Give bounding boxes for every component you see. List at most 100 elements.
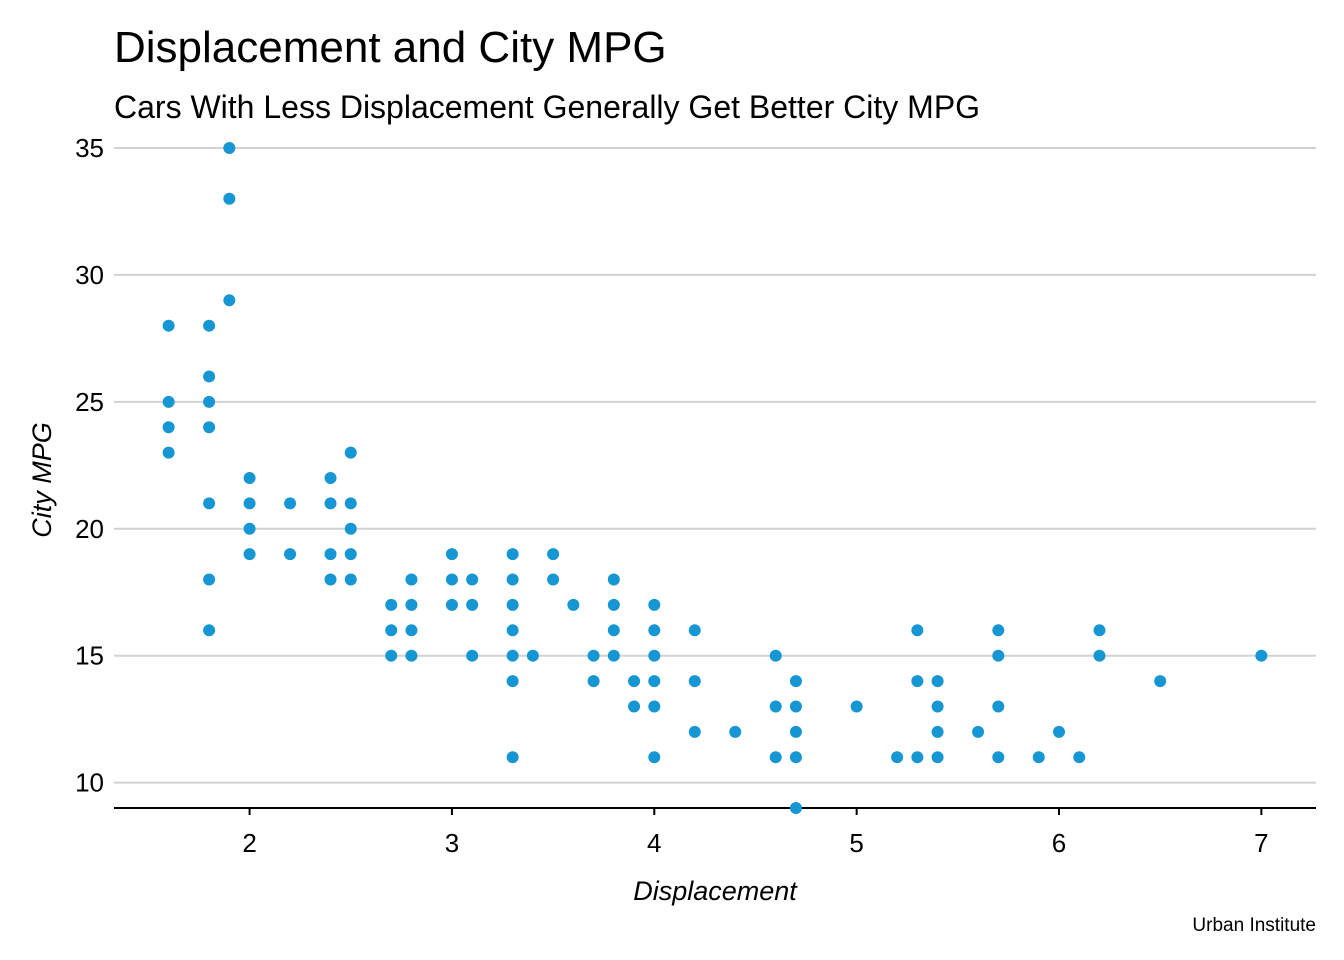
data-point — [162, 421, 175, 434]
data-point — [405, 649, 418, 662]
data-point — [162, 446, 175, 459]
data-point — [466, 598, 479, 611]
data-point — [223, 294, 236, 307]
data-point — [506, 649, 519, 662]
data-point — [628, 675, 641, 688]
data-point — [648, 700, 661, 713]
data-point — [1073, 751, 1086, 764]
source-caption: Urban Institute — [1192, 915, 1316, 936]
data-point — [911, 751, 924, 764]
data-point — [385, 598, 398, 611]
data-point — [789, 802, 802, 814]
data-point — [243, 548, 256, 561]
data-point — [567, 598, 580, 611]
data-point — [648, 751, 661, 764]
data-point — [789, 751, 802, 764]
data-point — [769, 751, 782, 764]
y-tick-label: 35 — [75, 133, 104, 163]
data-point — [992, 700, 1005, 713]
data-point — [344, 446, 357, 459]
data-point — [547, 573, 560, 586]
data-point — [587, 675, 600, 688]
data-point — [344, 522, 357, 535]
data-point — [284, 548, 297, 561]
data-point — [162, 395, 175, 408]
x-axis-title: Displacement — [633, 876, 798, 906]
data-point — [243, 497, 256, 510]
data-point — [1032, 751, 1045, 764]
data-point — [243, 522, 256, 535]
data-point — [405, 598, 418, 611]
x-tick-label: 4 — [647, 828, 661, 858]
data-point — [931, 725, 944, 738]
data-point — [607, 598, 620, 611]
data-point — [789, 725, 802, 738]
data-point — [203, 497, 216, 510]
y-tick-label: 25 — [75, 387, 104, 417]
data-point — [324, 573, 337, 586]
data-point — [203, 370, 216, 383]
gridlines — [114, 147, 1316, 784]
data-point — [385, 624, 398, 637]
data-point — [688, 725, 701, 738]
data-point — [607, 573, 620, 586]
data-point — [931, 700, 944, 713]
data-point — [1093, 624, 1106, 637]
data-point — [648, 598, 661, 611]
data-point — [607, 649, 620, 662]
data-point — [587, 649, 600, 662]
data-point — [223, 142, 236, 154]
data-point — [992, 624, 1005, 637]
data-point — [324, 497, 337, 510]
data-point — [911, 624, 924, 637]
data-point — [324, 548, 337, 561]
data-point — [162, 319, 175, 332]
data-point — [648, 649, 661, 662]
data-point — [203, 624, 216, 637]
data-point — [850, 700, 863, 713]
data-point — [931, 751, 944, 764]
data-point — [385, 649, 398, 662]
data-point — [1154, 675, 1167, 688]
y-tick-label: 20 — [75, 514, 104, 544]
data-point — [203, 395, 216, 408]
data-point — [203, 319, 216, 332]
data-point — [607, 624, 620, 637]
chart-title: Displacement and City MPG — [114, 23, 667, 72]
data-point — [445, 548, 458, 561]
data-point — [992, 751, 1005, 764]
y-tick-label: 15 — [75, 641, 104, 671]
data-point — [628, 700, 641, 713]
data-point — [769, 649, 782, 662]
x-tick-label: 6 — [1052, 828, 1066, 858]
data-point — [344, 548, 357, 561]
data-point — [243, 472, 256, 484]
data-point — [466, 573, 479, 586]
data-point — [405, 624, 418, 637]
data-point — [445, 598, 458, 611]
data-point — [526, 649, 539, 662]
data-point — [506, 751, 519, 764]
data-point — [911, 675, 924, 688]
y-tick-label: 10 — [75, 768, 104, 798]
data-point — [972, 725, 985, 738]
data-point — [1053, 725, 1066, 738]
data-point — [344, 497, 357, 510]
data-point — [506, 598, 519, 611]
x-tick-label: 5 — [849, 828, 863, 858]
data-point — [203, 421, 216, 434]
data-point — [506, 573, 519, 586]
data-point — [284, 497, 297, 510]
data-point — [769, 700, 782, 713]
data-point — [891, 751, 904, 764]
data-point — [1255, 649, 1268, 662]
data-point — [789, 675, 802, 688]
y-tick-label: 30 — [75, 260, 104, 290]
chart-subtitle: Cars With Less Displacement Generally Ge… — [114, 89, 981, 125]
data-point — [648, 624, 661, 637]
data-point — [688, 624, 701, 637]
data-point — [506, 675, 519, 688]
data-point — [506, 624, 519, 637]
y-axis-ticks: 10 15 20 25 30 35 — [75, 133, 104, 798]
